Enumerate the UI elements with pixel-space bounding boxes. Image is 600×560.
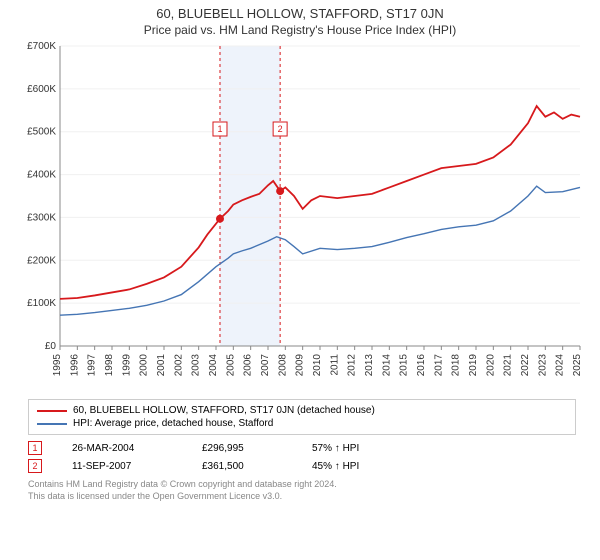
svg-text:1: 1 (217, 124, 222, 134)
legend-label: 60, BLUEBELL HOLLOW, STAFFORD, ST17 0JN … (73, 405, 375, 416)
page-title: 60, BLUEBELL HOLLOW, STAFFORD, ST17 0JN (0, 0, 600, 21)
marker-price: £296,995 (202, 443, 282, 454)
svg-text:1997: 1997 (87, 354, 98, 377)
marker-delta: 45% ↑ HPI (312, 461, 359, 472)
footer-line: Contains HM Land Registry data © Crown c… (28, 479, 576, 491)
page-subtitle: Price paid vs. HM Land Registry's House … (0, 21, 600, 41)
marker-date: 11-SEP-2007 (72, 461, 172, 472)
svg-text:1999: 1999 (121, 354, 132, 377)
svg-text:2018: 2018 (451, 354, 462, 377)
legend-swatch (37, 423, 67, 425)
svg-text:2008: 2008 (277, 354, 288, 377)
svg-text:2: 2 (278, 124, 283, 134)
svg-text:1996: 1996 (69, 354, 80, 377)
svg-text:2014: 2014 (381, 354, 392, 377)
footer: Contains HM Land Registry data © Crown c… (28, 479, 576, 502)
legend-item: HPI: Average price, detached house, Staf… (37, 417, 567, 430)
price-chart: £0 £100K £200K £300K £400K £500K £600K £700K 199… (20, 41, 590, 391)
svg-text:2021: 2021 (503, 354, 514, 377)
svg-text:2011: 2011 (329, 354, 340, 376)
svg-text:2017: 2017 (433, 354, 444, 377)
svg-text:2009: 2009 (295, 354, 306, 377)
sale-marker-row: 1 26-MAR-2004 £296,995 57% ↑ HPI (28, 439, 576, 457)
footer-line: This data is licensed under the Open Gov… (28, 491, 576, 503)
legend: 60, BLUEBELL HOLLOW, STAFFORD, ST17 0JN … (28, 399, 576, 435)
svg-text:£400K: £400K (27, 170, 56, 181)
svg-text:2004: 2004 (208, 354, 219, 377)
svg-text:2002: 2002 (173, 354, 184, 377)
svg-text:2022: 2022 (520, 354, 531, 377)
svg-text:2020: 2020 (485, 354, 496, 377)
svg-text:£600K: £600K (27, 84, 56, 95)
svg-text:£0: £0 (45, 341, 57, 352)
svg-text:1998: 1998 (104, 354, 115, 377)
svg-text:2016: 2016 (416, 354, 427, 377)
marker-badge: 2 (28, 459, 42, 473)
svg-text:2023: 2023 (537, 354, 548, 377)
svg-text:2013: 2013 (364, 354, 375, 377)
svg-text:2001: 2001 (156, 354, 167, 377)
svg-text:£300K: £300K (27, 212, 56, 223)
svg-text:£700K: £700K (27, 41, 56, 52)
marker-date: 26-MAR-2004 (72, 443, 172, 454)
sale-marker-row: 2 11-SEP-2007 £361,500 45% ↑ HPI (28, 457, 576, 475)
marker-delta: 57% ↑ HPI (312, 443, 359, 454)
svg-text:£200K: £200K (27, 255, 56, 266)
svg-text:2000: 2000 (139, 354, 150, 377)
svg-text:2024: 2024 (555, 354, 566, 377)
svg-text:£500K: £500K (27, 127, 56, 138)
svg-text:2012: 2012 (347, 354, 358, 377)
svg-text:2007: 2007 (260, 354, 271, 377)
sale-markers: 1 26-MAR-2004 £296,995 57% ↑ HPI 2 11-SE… (28, 439, 576, 475)
legend-item: 60, BLUEBELL HOLLOW, STAFFORD, ST17 0JN … (37, 404, 567, 417)
svg-text:1995: 1995 (52, 354, 63, 377)
marker-price: £361,500 (202, 461, 282, 472)
svg-text:2005: 2005 (225, 354, 236, 377)
svg-text:2006: 2006 (243, 354, 254, 377)
svg-text:2015: 2015 (399, 354, 410, 377)
svg-text:£100K: £100K (27, 298, 56, 309)
svg-text:2003: 2003 (191, 354, 202, 377)
svg-text:2025: 2025 (572, 354, 583, 377)
legend-label: HPI: Average price, detached house, Staf… (73, 418, 273, 429)
marker-badge: 1 (28, 441, 42, 455)
svg-text:2019: 2019 (468, 354, 479, 377)
svg-text:2010: 2010 (312, 354, 323, 377)
legend-swatch (37, 410, 67, 412)
